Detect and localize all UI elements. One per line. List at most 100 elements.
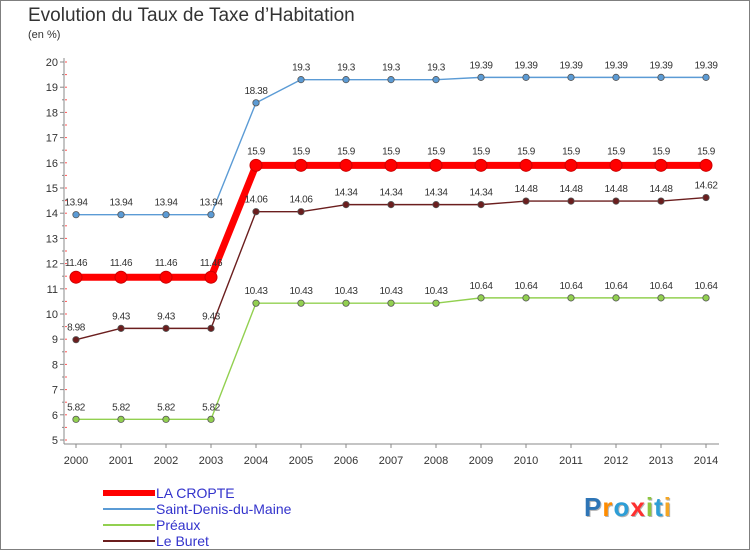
x-tick-label: 2001 xyxy=(109,455,133,467)
data-label: 11.46 xyxy=(65,258,88,269)
logo-letter: x xyxy=(630,492,646,522)
data-label: 19.39 xyxy=(559,60,583,71)
x-tick-label: 2004 xyxy=(244,455,268,467)
data-point xyxy=(207,415,215,423)
data-label: 14.06 xyxy=(244,195,268,206)
data-label: 8.98 xyxy=(67,323,86,334)
data-label: 14.48 xyxy=(604,184,628,195)
y-tick-label: 20 xyxy=(46,57,58,69)
data-point xyxy=(162,415,170,423)
data-point xyxy=(567,197,575,205)
y-tick-label: 12 xyxy=(46,259,58,271)
data-point xyxy=(657,73,665,81)
data-label: 15.9 xyxy=(562,146,581,157)
data-point xyxy=(387,299,395,307)
data-label: 10.43 xyxy=(379,286,403,297)
series-preaux: 5.82 5.82 5.82 5.82 10.43 10.43 10.43 10.43 10.4… xyxy=(67,281,719,423)
proxiti-logo: Proxiti xyxy=(584,492,672,523)
data-label: 11.46 xyxy=(200,258,223,269)
data-label: 10.64 xyxy=(559,281,583,292)
data-point xyxy=(297,299,305,307)
data-label: 19.3 xyxy=(337,63,356,74)
data-point xyxy=(612,73,620,81)
data-point xyxy=(162,211,170,219)
y-tick-label: 13 xyxy=(46,233,58,245)
series-saint-denis-du-maine: 13.94 13.94 13.94 13.94 18.38 19.3 19.3 19.3 19.… xyxy=(64,60,719,219)
data-point xyxy=(657,294,665,302)
data-point xyxy=(477,73,485,81)
x-tick-label: 2003 xyxy=(199,455,223,467)
x-tick-label: 2000 xyxy=(64,455,88,467)
data-point xyxy=(252,208,260,216)
y-tick-label: 15 xyxy=(46,183,58,195)
x-tick-label: 2007 xyxy=(379,455,403,467)
legend-swatch xyxy=(103,490,155,496)
data-point xyxy=(387,201,395,209)
data-label: 13.94 xyxy=(64,198,88,209)
data-label: 15.9 xyxy=(517,146,536,157)
x-tick-label: 2011 xyxy=(559,455,583,467)
data-point xyxy=(69,270,83,284)
series-group: 13.94 13.94 13.94 13.94 18.38 19.3 19.3 19.3 19.… xyxy=(64,60,719,423)
data-label: 10.64 xyxy=(514,281,538,292)
data-point xyxy=(342,201,350,209)
data-point xyxy=(477,294,485,302)
y-tick-label: 18 xyxy=(46,107,58,119)
data-point xyxy=(612,294,620,302)
data-label: 15.9 xyxy=(337,146,356,157)
data-label: 15.9 xyxy=(697,146,716,157)
data-label: 5.82 xyxy=(157,402,176,413)
legend-label: LA CROPTE xyxy=(156,485,235,501)
data-point xyxy=(702,73,710,81)
data-label: 15.9 xyxy=(472,146,491,157)
data-point xyxy=(567,73,575,81)
logo-letter: t xyxy=(654,492,664,522)
data-point xyxy=(252,299,260,307)
data-label: 14.34 xyxy=(424,188,448,199)
data-point xyxy=(117,324,125,332)
logo-letter: r xyxy=(602,492,614,522)
data-point xyxy=(657,197,665,205)
y-tick-label: 17 xyxy=(46,133,58,145)
y-tick-label: 19 xyxy=(46,82,58,94)
data-label: 10.43 xyxy=(334,286,358,297)
data-point xyxy=(294,158,308,172)
data-point xyxy=(72,211,80,219)
logo-letter: P xyxy=(584,492,603,522)
x-tick-label: 2008 xyxy=(424,455,448,467)
data-label: 10.43 xyxy=(289,286,313,297)
data-point xyxy=(522,73,530,81)
data-point xyxy=(702,294,710,302)
data-label: 10.43 xyxy=(244,286,268,297)
data-point xyxy=(564,158,578,172)
data-label: 19.3 xyxy=(292,63,311,74)
data-label: 9.43 xyxy=(202,311,221,322)
y-tick-label: 10 xyxy=(46,309,58,321)
legend-label: Saint-Denis-du-Maine xyxy=(156,501,292,517)
data-point xyxy=(249,158,263,172)
data-label: 13.94 xyxy=(109,198,133,209)
data-label: 14.62 xyxy=(694,181,718,192)
data-label: 9.43 xyxy=(112,311,131,322)
chart-title: Evolution du Taux de Taxe d’Habitation xyxy=(28,5,355,26)
data-label: 19.39 xyxy=(604,60,628,71)
data-point xyxy=(654,158,668,172)
data-point xyxy=(432,201,440,209)
data-label: 19.39 xyxy=(694,60,718,71)
legend-label: Le Buret xyxy=(156,533,209,549)
data-point xyxy=(342,76,350,84)
data-label: 10.64 xyxy=(649,281,673,292)
logo-letter: i xyxy=(663,492,672,522)
x-tick-label: 2002 xyxy=(154,455,178,467)
x-tick-label: 2013 xyxy=(649,455,673,467)
logo-letter: o xyxy=(613,492,631,522)
axes: 5 6 7 8 9 10 11 12 13 14 15 16 17 18 19 20 2000 2001 2002 2… xyxy=(46,57,719,467)
data-label: 15.9 xyxy=(652,146,671,157)
data-label: 10.64 xyxy=(469,281,493,292)
data-label: 10.64 xyxy=(604,281,628,292)
data-label: 14.06 xyxy=(289,195,313,206)
data-point xyxy=(297,76,305,84)
data-label: 19.39 xyxy=(514,60,538,71)
data-point xyxy=(477,201,485,209)
